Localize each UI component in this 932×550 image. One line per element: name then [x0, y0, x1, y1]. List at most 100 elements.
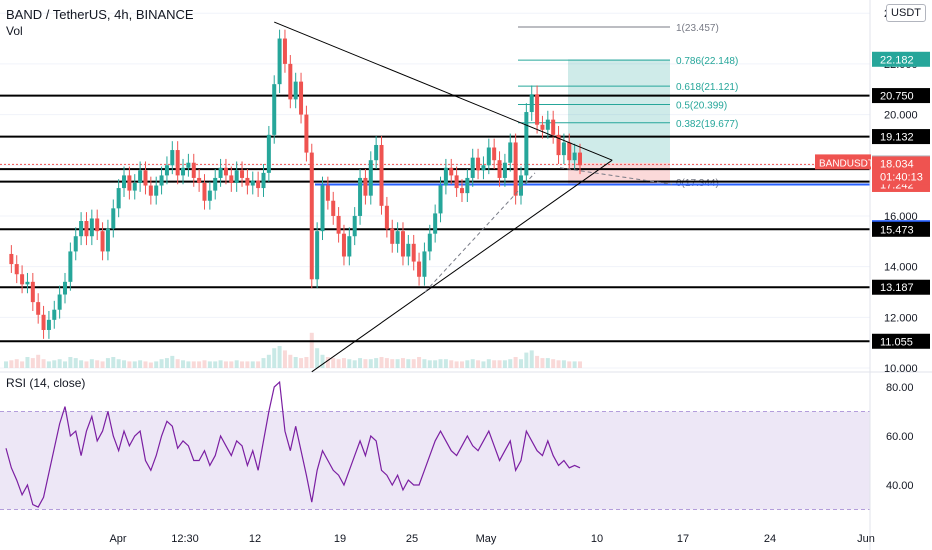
candle-body-46 — [250, 180, 255, 186]
volume-bar-58 — [315, 348, 320, 368]
fib-label-5: 0(17.344) — [676, 178, 719, 189]
symbol-title[interactable]: BAND / TetherUS, 4h, BINANCE — [6, 7, 194, 22]
candle-body-37 — [202, 183, 207, 201]
volume-bar-63 — [341, 358, 346, 368]
candle-body-73 — [395, 231, 400, 244]
candle-body-3 — [20, 274, 25, 285]
candle-body-67 — [363, 177, 368, 196]
volume-bar-43 — [234, 360, 239, 368]
price-label-box-1 — [872, 88, 930, 104]
candle-body-49 — [266, 134, 271, 173]
candle-body-16 — [89, 218, 94, 237]
candle-body-51 — [277, 38, 282, 85]
candle-body-104 — [561, 142, 566, 156]
candle-body-70 — [379, 144, 384, 206]
volume-bar-104 — [561, 360, 566, 368]
candle-body-41 — [223, 167, 228, 176]
candle-body-38 — [207, 190, 212, 201]
candle-body-105 — [567, 142, 572, 161]
rsi-tick-label-1: 60.00 — [886, 431, 914, 443]
candle-body-84 — [454, 175, 459, 189]
projection-line-2 — [559, 167, 673, 185]
volume-bar-107 — [578, 361, 582, 368]
volume-bar-8 — [46, 361, 51, 368]
candle-body-78 — [422, 251, 427, 277]
volume-bar-40 — [218, 360, 223, 368]
candle-body-86 — [465, 177, 470, 194]
candle-body-95 — [513, 142, 518, 196]
candle-body-98 — [529, 94, 534, 113]
candlesticks — [9, 29, 582, 339]
candle-body-40 — [218, 167, 223, 178]
candle-body-69 — [374, 144, 379, 161]
volume-bar-16 — [89, 359, 94, 368]
candle-body-103 — [556, 134, 561, 156]
candle-body-53 — [288, 63, 293, 100]
time-tick-label-6: 10 — [591, 533, 603, 545]
volume-bar-1 — [9, 360, 14, 368]
rsi-title[interactable]: RSI (14, close) — [6, 376, 86, 390]
candle-body-8 — [46, 319, 51, 330]
time-axis[interactable]: Apr 12:30 12 19 25 May 10 17 24 Jun — [109, 533, 874, 545]
candle-body-97 — [524, 112, 529, 176]
candle-body-96 — [518, 175, 523, 196]
price-tick-label-6: 12.000 — [884, 312, 918, 324]
triangle-trendlines[interactable] — [274, 21, 673, 373]
price-label-2: 19.132 — [880, 132, 914, 144]
volume-bar-51 — [277, 346, 282, 368]
candle-body-44 — [240, 170, 245, 178]
current-price-box — [872, 156, 930, 185]
volume-bar-67 — [363, 359, 368, 368]
volume-bar-20 — [111, 357, 116, 368]
candle-body-12 — [68, 251, 73, 282]
candle-body-11 — [63, 281, 68, 295]
candle-body-72 — [390, 228, 395, 244]
volume-bar-54 — [293, 357, 298, 368]
volume-bar-65 — [352, 360, 357, 368]
candle-body-20 — [111, 208, 116, 229]
volume-bar-13 — [73, 358, 78, 368]
candle-body-66 — [358, 177, 363, 216]
rsi-tick-label-2: 40.00 — [886, 480, 914, 492]
volume-bar-71 — [384, 358, 389, 368]
volume-bar-27 — [148, 362, 153, 368]
volume-bar-21 — [116, 359, 121, 368]
candle-body-99 — [535, 94, 540, 125]
long-position-tool[interactable] — [568, 59, 670, 185]
candle-body-54 — [293, 81, 298, 100]
candle-body-35 — [191, 162, 196, 178]
candle-body-18 — [100, 231, 105, 252]
volume-bar-84 — [454, 361, 459, 368]
volume-bar-82 — [443, 359, 448, 368]
projection-line-1 — [424, 172, 536, 293]
currency-button[interactable]: USDT — [886, 4, 926, 22]
candle-body-68 — [368, 160, 373, 196]
volume-bar-10 — [57, 359, 62, 368]
volume-bar-99 — [535, 355, 540, 368]
price-label-1: 20.750 — [880, 91, 914, 103]
time-tick-label-8: 24 — [764, 533, 776, 545]
volume-bar-94 — [508, 359, 513, 368]
candle-body-4 — [25, 281, 30, 285]
volume-bar-3 — [20, 361, 25, 368]
volume-bar-24 — [132, 361, 137, 368]
candle-body-92 — [497, 160, 502, 178]
candle-body-71 — [384, 205, 389, 229]
candle-body-45 — [245, 177, 250, 186]
countdown-label: 01:40:13 — [880, 171, 923, 183]
volume-bar-79 — [427, 360, 432, 368]
volume-bar-5 — [30, 358, 35, 368]
price-label-10: 11.055 — [880, 336, 913, 348]
price-label-8: 15.473 — [880, 224, 914, 236]
volume-bar-73 — [395, 359, 400, 368]
candle-body-9 — [52, 309, 57, 320]
candle-body-65 — [352, 215, 357, 237]
time-tick-label-3: 19 — [334, 533, 346, 545]
price-label-box-2 — [872, 129, 930, 145]
candle-body-47 — [256, 180, 261, 189]
volume-bar-68 — [368, 359, 373, 368]
price-tick-label-5: 14.000 — [884, 262, 918, 274]
volume-bar-39 — [213, 361, 218, 368]
candle-body-13 — [73, 236, 78, 252]
